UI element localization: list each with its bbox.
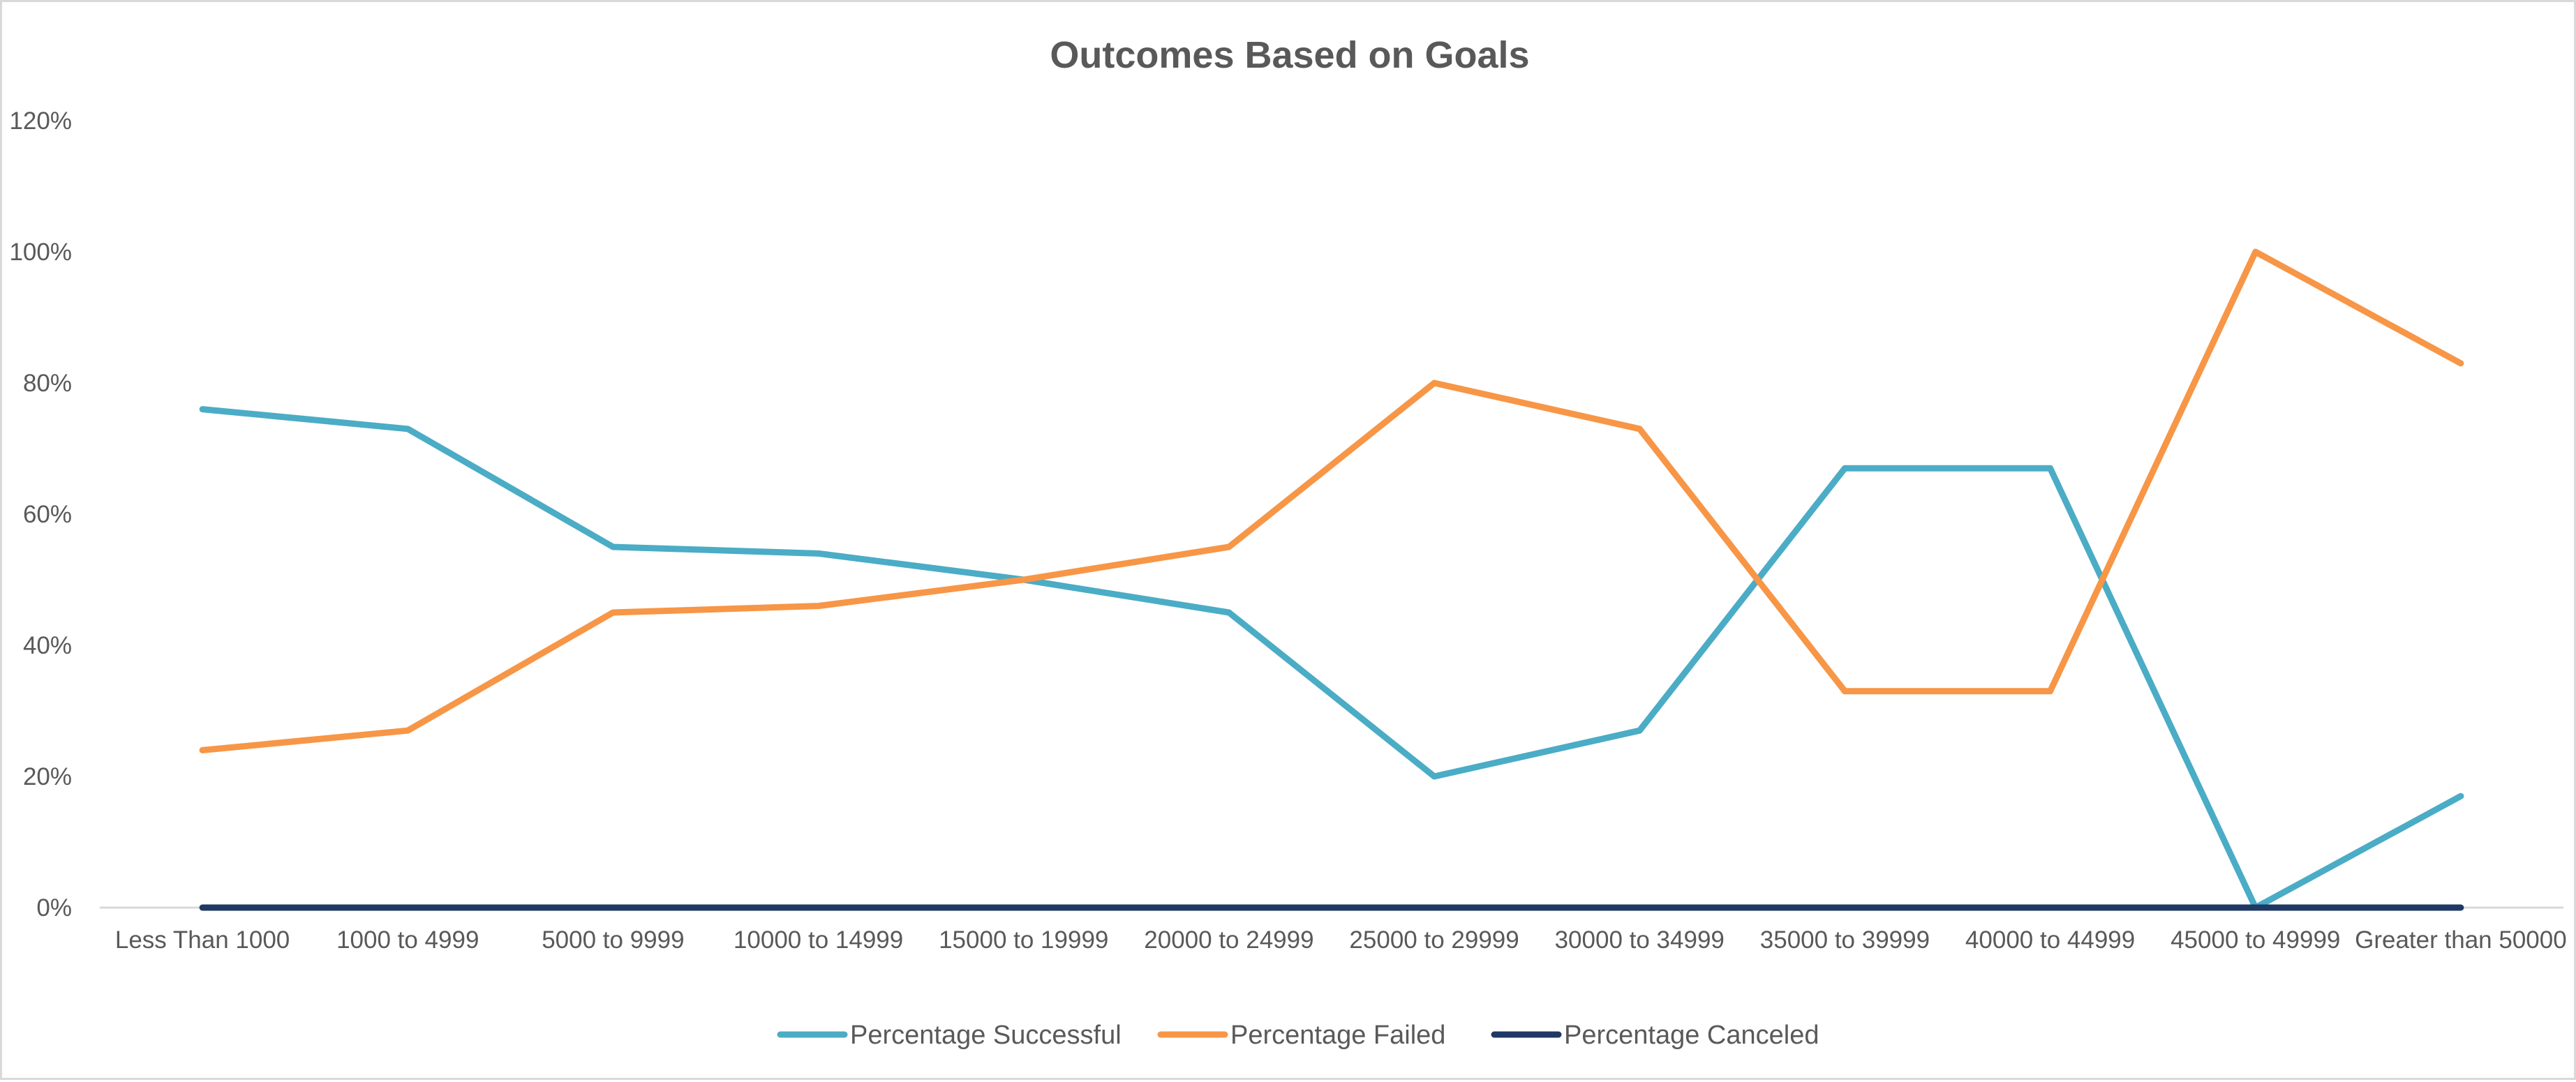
x-tick-label: 5000 to 9999	[542, 926, 684, 954]
x-tick-label: 35000 to 39999	[1760, 926, 1930, 954]
x-tick-label: 1000 to 4999	[336, 926, 479, 954]
x-tick-label: 25000 to 29999	[1349, 926, 1519, 954]
y-tick-label: 80%	[23, 370, 72, 397]
x-tick-label: 30000 to 34999	[1555, 926, 1725, 954]
x-tick-label: 20000 to 24999	[1144, 926, 1313, 954]
y-tick-label: 40%	[23, 632, 72, 659]
y-tick-label: 120%	[9, 107, 72, 135]
x-tick-label: 10000 to 14999	[734, 926, 903, 954]
legend: Percentage Successful Percentage Failed Pe…	[777, 1021, 1819, 1050]
series-line-percentage-successful	[199, 406, 2464, 911]
x-tick-label: 45000 to 49999	[2171, 926, 2340, 954]
y-tick-label: 20%	[23, 763, 72, 790]
legend-label-percentage-canceled: Percentage Canceled	[1564, 1021, 1819, 1050]
legend-label-percentage-failed: Percentage Failed	[1230, 1021, 1445, 1050]
chart-title: Outcomes Based on Goals	[1050, 34, 1529, 76]
y-tick-label: 100%	[9, 239, 72, 266]
series-layer	[199, 248, 2464, 911]
y-tick-label: 60%	[23, 501, 72, 528]
y-tick-label: 0%	[36, 894, 72, 922]
x-tick-label: 40000 to 44999	[1965, 926, 2135, 954]
series-line-percentage-failed	[199, 248, 2464, 753]
legend-label-percentage-successful: Percentage Successful	[850, 1021, 1122, 1050]
x-tick-label: Less Than 1000	[115, 926, 290, 954]
x-axis-labels: Less Than 1000 1000 to 4999 5000 to 9999 10…	[115, 926, 2567, 954]
y-axis-labels: 0% 20% 40% 60% 80% 100% 120%	[9, 107, 72, 922]
x-tick-label: 15000 to 19999	[939, 926, 1108, 954]
x-tick-label: Greater than 50000	[2355, 926, 2567, 954]
